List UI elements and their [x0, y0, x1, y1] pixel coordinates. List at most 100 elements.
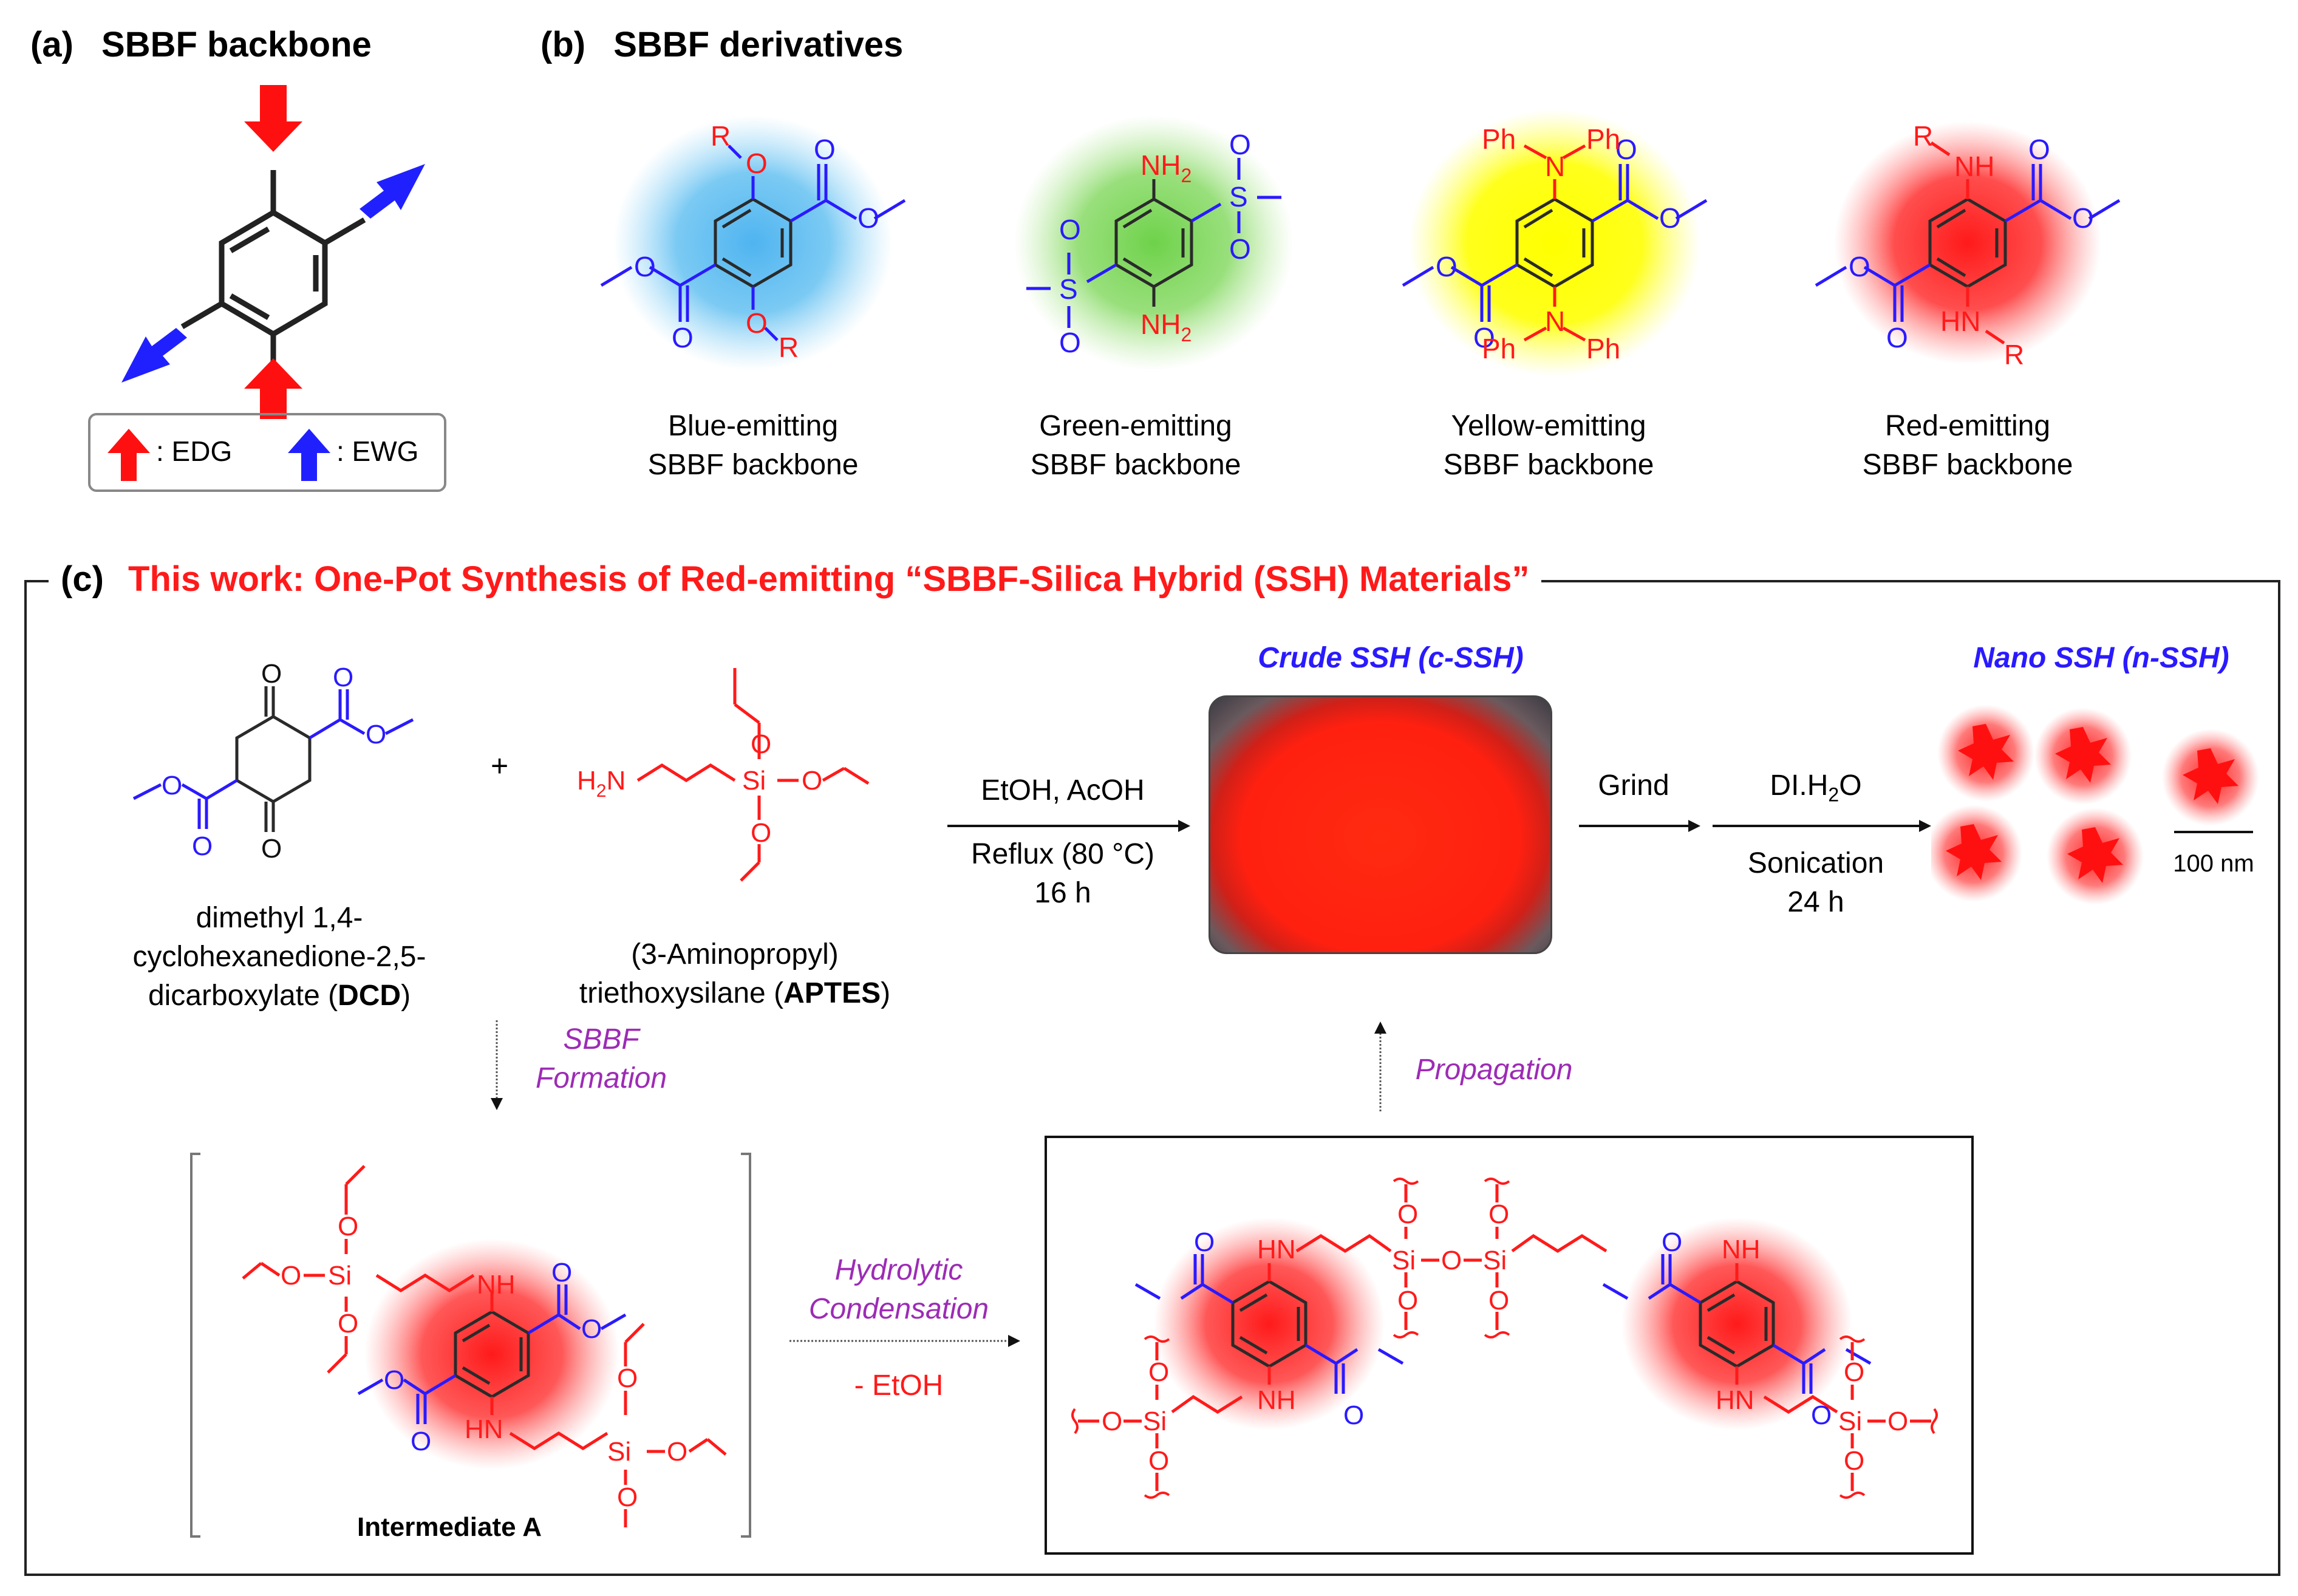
panel-a-header: (a) SBBF backbone	[30, 24, 372, 65]
yellow-caption-line2: SBBF backbone	[1443, 449, 1654, 481]
poly-o-bridge: O	[1441, 1246, 1462, 1275]
int-o1: O	[338, 1212, 358, 1241]
blue-deriv-r-top: R	[711, 120, 731, 152]
green-deriv-nh2-bot-sub: 2	[1181, 324, 1192, 346]
red-deriv-r1: R	[1913, 120, 1933, 152]
nano-particle	[1931, 805, 2022, 902]
nano-particle	[2162, 729, 2259, 826]
int-si2: Si	[607, 1437, 631, 1467]
dcd-caption-line1: dimethyl 1,4-	[196, 902, 363, 934]
dcd-o3: O	[333, 663, 353, 692]
poly-o6: O	[1148, 1446, 1169, 1476]
aptes-abbr: APTES	[783, 977, 881, 1009]
nano-particle	[2047, 808, 2144, 905]
red-deriv-o3: O	[1886, 322, 1908, 353]
blue-deriv-o3: O	[672, 322, 694, 353]
aptes-caption-line1: (3-Aminopropyl)	[631, 938, 839, 970]
benzene-ring	[180, 170, 366, 377]
dcd-abbr: DCD	[338, 980, 401, 1012]
red-deriv-hn: HN	[1940, 305, 1980, 337]
svg-text:H2N: H2N	[577, 766, 626, 801]
aptes-caption-line2-pre: triethoxysilane (	[579, 977, 784, 1009]
intermediate-a-structure: NH HN Si Si O O O O O O O O O O	[190, 1153, 751, 1538]
crude-ssh-title: Crude SSH (c-SSH)	[1258, 642, 1524, 674]
int-o5: O	[667, 1437, 687, 1467]
red-deriv-r2: R	[2004, 339, 2024, 370]
poly-o14: O	[1811, 1400, 1832, 1430]
aptes-caption: (3-Aminopropyl) triethoxysilane (APTES)	[547, 935, 923, 1013]
panel-a-title: SBBF backbone	[101, 25, 372, 64]
hydrolytic-line1: Hydrolytic	[834, 1254, 963, 1286]
int-o10: O	[384, 1365, 404, 1395]
yellow-derivative-structure: O O O O N N Ph Ph Ph Ph	[1402, 109, 1708, 377]
green-caption-line1: Green-emitting	[1039, 410, 1232, 442]
aptes-o2: O	[802, 766, 822, 796]
panel-b-label: (b)	[540, 25, 586, 64]
poly-o11: O	[1194, 1227, 1215, 1257]
panel-a-label: (a)	[30, 25, 73, 64]
yellow-deriv-ph4: Ph	[1586, 333, 1620, 364]
blue-deriv-o5: O	[746, 148, 768, 179]
green-deriv-o3: O	[1059, 214, 1081, 245]
blue-derivative-caption: Blue-emitting SBBF backbone	[632, 407, 875, 485]
red-deriv-o4: O	[1849, 251, 1870, 282]
dcd-caption-line3-pre: dicarboxylate (	[148, 980, 338, 1012]
polymer-linkers	[1078, 1184, 1931, 1491]
int-o2: O	[281, 1261, 301, 1291]
red-deriv-nh: NH	[1954, 151, 1994, 182]
green-deriv-nh2-top: NH	[1140, 149, 1181, 181]
reaction2-above-pre: DI.H	[1770, 769, 1829, 802]
poly-o4: O	[1488, 1286, 1509, 1315]
blue-caption-line2: SBBF backbone	[647, 449, 859, 481]
panel-c-header: (c) This work: One-Pot Synthesis of Red-…	[49, 559, 1542, 599]
red-caption-line2: SBBF backbone	[1862, 449, 2073, 481]
edg-ewg-legend: : EDG : EWG	[88, 413, 446, 492]
edg-arrow-bottom-icon	[260, 389, 287, 419]
wavy-bond-ends	[1071, 1178, 1938, 1499]
aptes-n: N	[606, 766, 626, 796]
reaction2-below: Sonication 24 h	[1713, 844, 1919, 922]
int-o3: O	[338, 1309, 358, 1339]
reaction2-above-sub: 2	[1828, 783, 1839, 806]
red-deriv-o1: O	[2028, 134, 2050, 165]
blue-derivative-structure: O O O O O O R R	[600, 115, 906, 370]
nano-ssh-particles	[1931, 704, 2259, 905]
panel-c-title: This work: One-Pot Synthesis of Red-emit…	[128, 559, 1530, 599]
dcd-caption-line3-post: )	[401, 980, 411, 1012]
poly-o2: O	[1397, 1286, 1418, 1315]
poly-si2: Si	[1483, 1246, 1507, 1275]
poly-o3: O	[1488, 1199, 1509, 1229]
dcd-o1: O	[261, 662, 282, 689]
blue-deriv-o4: O	[634, 251, 656, 282]
blue-deriv-o: O	[814, 134, 836, 165]
ssh-polymer-structure: HN NH NH HN Si Si O O O O O Si Si O O O …	[1071, 1178, 1938, 1499]
int-hn: HN	[465, 1414, 503, 1444]
reaction1-below: Reflux (80 °C) 16 h	[935, 835, 1190, 913]
yellow-deriv-ph1: Ph	[1482, 123, 1516, 155]
poly-o12: O	[1343, 1400, 1364, 1430]
poly-si4: Si	[1838, 1407, 1862, 1436]
blue-deriv-o6: O	[746, 307, 768, 339]
grind-arrow-icon	[1579, 820, 1700, 832]
yellow-deriv-o2: O	[1659, 202, 1681, 234]
reaction1-below1: Reflux (80 °C)	[971, 838, 1154, 870]
dcd-caption-line2: cyclohexanedione-2,5-	[132, 941, 426, 973]
reaction1-arrow-icon	[947, 820, 1190, 832]
int-o4: O	[617, 1363, 638, 1393]
reaction2-arrow-icon	[1713, 820, 1931, 832]
poly-o5: O	[1148, 1357, 1169, 1387]
edg-arrow-top-icon	[244, 85, 302, 152]
nano-particle	[1937, 704, 2034, 802]
edg-arrows	[244, 85, 302, 419]
blue-deriv-r-bot: R	[779, 332, 799, 363]
poly-o7: O	[1102, 1407, 1122, 1436]
intermediate-a-label: Intermediate A	[356, 1512, 542, 1542]
svg-text:NH2: NH2	[1140, 149, 1192, 186]
yellow-deriv-ph2: Ph	[1586, 123, 1620, 155]
ewg-legend-arrow-icon	[288, 429, 330, 481]
dcd-o6: O	[162, 771, 182, 800]
nano-particle	[2034, 708, 2132, 805]
green-deriv-s1: S	[1229, 181, 1248, 213]
panel-b-header: (b) SBBF derivatives	[540, 24, 903, 65]
aptes-caption-line2-post: )	[881, 977, 891, 1009]
